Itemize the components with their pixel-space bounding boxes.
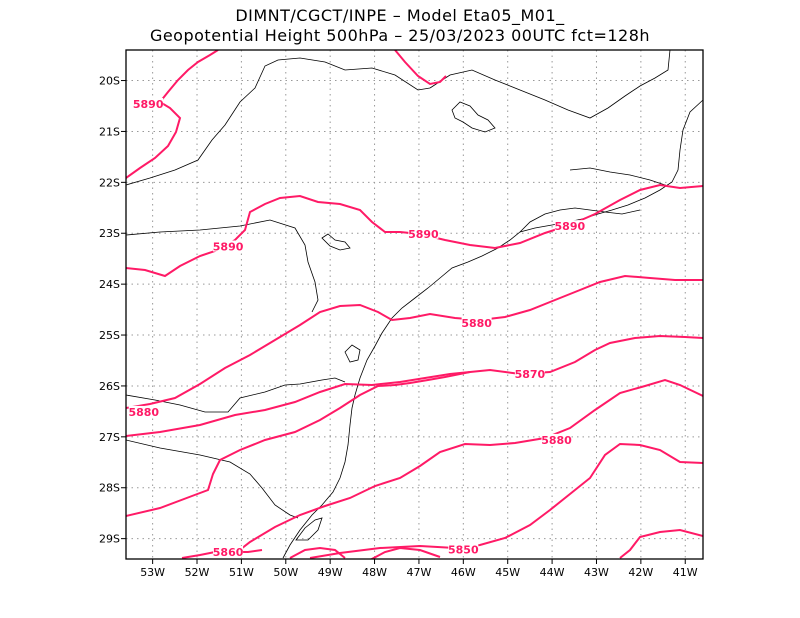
contour-label-background: [213, 545, 244, 557]
contour-5850-west: [289, 546, 346, 559]
contour-label: 5890: [408, 228, 439, 241]
lat-tick-label: 22S: [99, 176, 120, 189]
map-title-line1: DIMNT/CGCT/INPE – Model Eta05_M01_: [235, 6, 565, 25]
axis-ticks: 53W 52W 51W 50W 49W 48W 47W 46W 45W 44W 43W 42W 41W 2…: [99, 75, 698, 579]
contour-5880-lower: [126, 371, 471, 517]
lon-tick-label: 52W: [185, 566, 210, 579]
lat-tick-label: 21S: [99, 125, 120, 138]
coastline-boundaries: [126, 50, 703, 559]
contour-label-background: [461, 316, 492, 328]
lat-tick-label: 24S: [99, 278, 120, 291]
lat-tick-label: 23S: [99, 227, 120, 240]
lat-tick-label: 26S: [99, 380, 120, 393]
lon-tick-label: 47W: [407, 566, 432, 579]
lat-tick-label: 25S: [99, 329, 120, 342]
contour-5880-upper: [126, 274, 703, 409]
lon-tick-label: 42W: [628, 566, 653, 579]
lon-tick-label: 50W: [273, 566, 298, 579]
lat-tick-label: 29S: [99, 533, 120, 546]
contour-label: 5880: [128, 406, 159, 419]
lon-tick-label: 45W: [495, 566, 520, 579]
contour-label-background: [448, 543, 479, 555]
contour-5870: [126, 334, 703, 437]
contour-5850-east: [369, 546, 441, 559]
contour-5870-south: [231, 378, 703, 557]
contour-label: 5880: [541, 434, 572, 447]
map-frame: [125, 49, 704, 560]
contour-5890-northwest: [126, 50, 219, 179]
lon-tick-label: 49W: [318, 566, 343, 579]
contour-label: 5860: [213, 546, 244, 559]
contour-5850-southeast: [619, 528, 703, 559]
lon-tick-label: 48W: [362, 566, 387, 579]
contour-label-background: [514, 367, 545, 379]
contour-label-background: [541, 433, 572, 445]
contour-label: 5850: [448, 543, 479, 556]
lat-lon-grid: [126, 50, 703, 559]
contour-label: 5890: [213, 241, 244, 254]
contour-label-background: [213, 240, 244, 252]
contour-5890-northeast: [394, 50, 447, 86]
contour-label: 5880: [461, 317, 492, 330]
lat-tick-label: 28S: [99, 482, 120, 495]
contour-5860-east: [309, 442, 703, 559]
lon-tick-label: 46W: [451, 566, 476, 579]
contour-label-background: [133, 97, 164, 109]
contour-label-background: [554, 220, 585, 232]
contour-label: 5870: [515, 368, 546, 381]
contour-label: 5890: [133, 98, 164, 111]
lon-tick-label: 41W: [673, 566, 698, 579]
lat-tick-label: 27S: [99, 431, 120, 444]
contour-label: 5890: [555, 220, 586, 233]
lon-tick-label: 44W: [540, 566, 565, 579]
contour-label-background: [408, 227, 439, 239]
contour-label-background: [128, 405, 159, 417]
contour-labels: 5890 5890 5890 5890 5880 5880 5880 5870 5860 5850: [128, 97, 586, 559]
contour-lines: [126, 50, 703, 559]
map-title-line2: Geopotential Height 500hPa – 25/03/2023 …: [149, 26, 651, 45]
lon-tick-label: 51W: [229, 566, 254, 579]
lon-tick-label: 53W: [140, 566, 165, 579]
lon-tick-label: 43W: [584, 566, 609, 579]
lat-tick-label: 20S: [99, 75, 120, 88]
